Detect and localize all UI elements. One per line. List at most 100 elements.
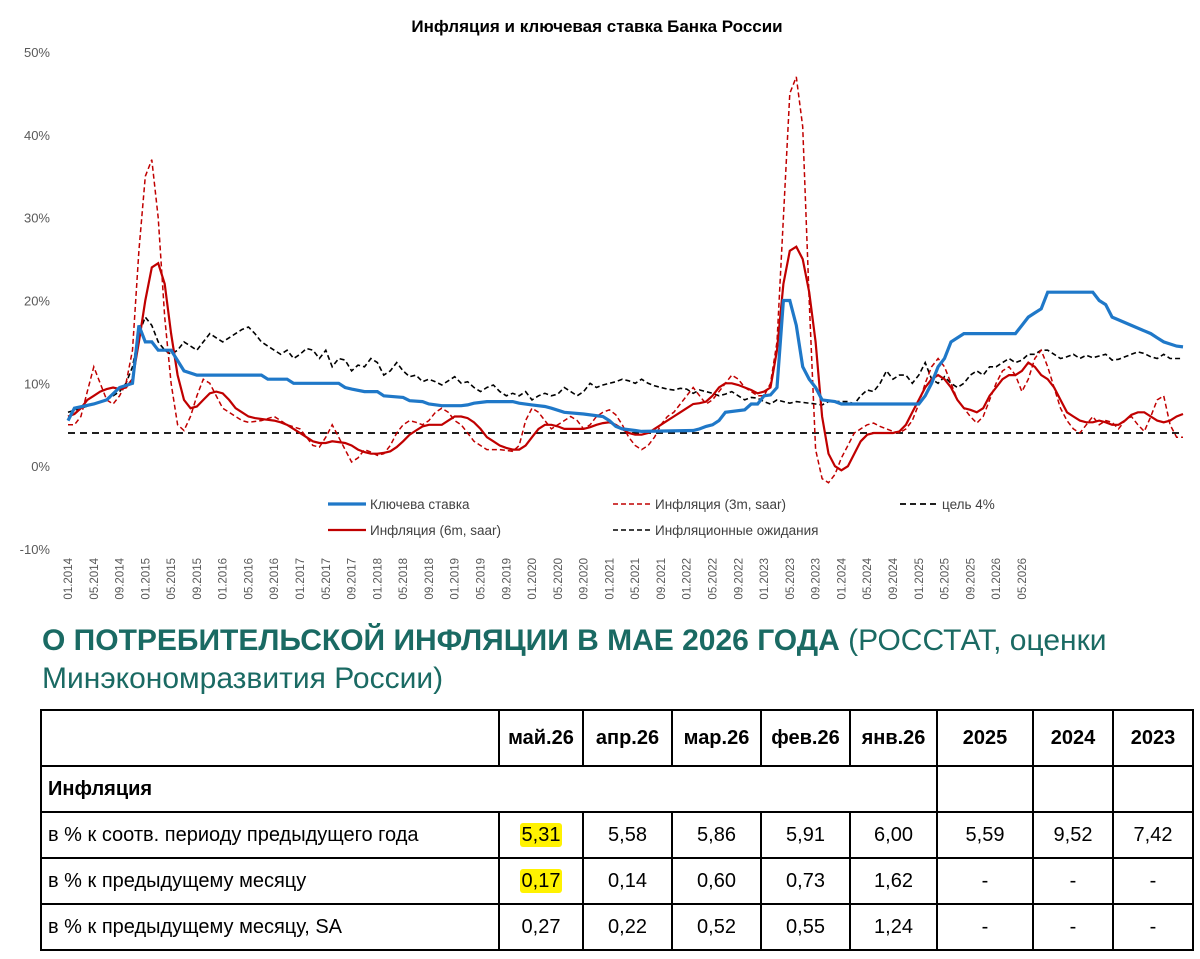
x-tick-label: 05.2023 — [785, 558, 797, 600]
inflation-chart: Инфляция и ключевая ставка Банка России … — [20, 17, 1184, 600]
table-row: в % к соотв. периоду предыдущего года 5,… — [40, 811, 1194, 859]
table-header-row: май.26 апр.26 мар.26 фев.26 янв.26 2025 … — [40, 709, 1194, 767]
table-cell: 1,62 — [849, 857, 938, 905]
table-cell: 5,86 — [671, 811, 762, 859]
y-tick-label: 50% — [24, 45, 50, 60]
col-header: 2023 — [1112, 709, 1194, 767]
table-cell: 1,24 — [849, 903, 938, 951]
row-label: в % к предыдущему месяцу — [40, 857, 500, 905]
x-tick-label: 05.2025 — [940, 558, 952, 600]
y-tick-label: 20% — [24, 294, 50, 309]
x-tick-label: 09.2016 — [269, 558, 281, 600]
legend-label: Инфляционные ожидания — [655, 523, 818, 538]
series-inflation-3m-line — [68, 76, 1183, 484]
legend: Ключева ставка Инфляция (3m, saar) цель 4%… — [328, 497, 995, 538]
x-tick-label: 09.2015 — [192, 558, 204, 600]
col-header: май.26 — [498, 709, 584, 767]
inflation-table: май.26 апр.26 мар.26 фев.26 янв.26 2025 … — [40, 709, 1194, 951]
table-cell — [936, 765, 1034, 813]
row-label: в % к соотв. периоду предыдущего года — [40, 811, 500, 859]
col-header: фев.26 — [760, 709, 851, 767]
x-tick-label: 01.2021 — [604, 558, 616, 600]
table-cell: 9,52 — [1032, 811, 1114, 859]
x-tick-label: 09.2024 — [888, 557, 900, 599]
table-cell: 0,60 — [671, 857, 762, 905]
highlighted-value: 0,17 — [519, 868, 563, 893]
table-cell: - — [1032, 857, 1114, 905]
x-tick-label: 05.2015 — [166, 558, 178, 600]
x-tick-label: 05.2019 — [475, 558, 487, 600]
x-tick-label: 05.2014 — [89, 557, 101, 599]
x-tick-label: 01.2026 — [991, 558, 1003, 600]
chart-title: Инфляция и ключевая ставка Банка России — [411, 17, 782, 36]
table-cell: 0,17 — [498, 857, 584, 905]
x-tick-label: 09.2019 — [501, 558, 513, 600]
table-cell: 5,59 — [936, 811, 1034, 859]
legend-label: Инфляция (6m, saar) — [370, 523, 501, 538]
x-tick-label: 01.2016 — [218, 558, 230, 600]
legend-label: Инфляция (3m, saar) — [655, 497, 786, 512]
y-tick-label: -10% — [20, 542, 51, 557]
table-cell: - — [936, 903, 1034, 951]
x-tick-label: 01.2024 — [836, 557, 848, 599]
table-section-row: Инфляция — [40, 765, 1194, 813]
table-cell: - — [1032, 903, 1114, 951]
table-cell: 0,55 — [760, 903, 851, 951]
y-axis: -10% 0% 10% 20% 30% 40% 50% — [20, 45, 51, 557]
x-tick-label: 05.2024 — [862, 557, 874, 599]
x-axis: 01.2014 05.2014 09.2014 01.2015 05.2015 09.20… — [63, 557, 1029, 599]
y-tick-label: 40% — [24, 128, 50, 143]
x-tick-label: 01.2025 — [914, 558, 926, 600]
x-tick-label: 01.2014 — [63, 557, 75, 599]
series-inflation-6m-line — [67, 245, 1184, 472]
col-header: 2025 — [936, 709, 1034, 767]
header-empty-cell — [40, 709, 500, 767]
table-cell: - — [1112, 857, 1194, 905]
x-tick-label: 05.2018 — [398, 558, 410, 600]
table-cell: 0,14 — [582, 857, 673, 905]
legend-label: цель 4% — [942, 497, 995, 512]
table-cell: 0,73 — [760, 857, 851, 905]
table-cell: 5,31 — [498, 811, 584, 859]
x-tick-label: 05.2016 — [243, 558, 255, 600]
x-tick-label: 05.2022 — [708, 558, 720, 600]
x-tick-label: 09.2022 — [733, 558, 745, 600]
x-tick-label: 09.2018 — [424, 558, 436, 600]
x-tick-label: 01.2015 — [140, 558, 152, 600]
series-key-rate-line — [66, 290, 1184, 434]
table-row: в % к предыдущему месяцу 0,17 0,14 0,60 … — [40, 857, 1194, 905]
table-cell: 5,91 — [760, 811, 851, 859]
table-cell: 7,42 — [1112, 811, 1194, 859]
x-tick-label: 05.2017 — [321, 558, 333, 600]
table-cell — [1112, 765, 1194, 813]
y-tick-label: 0% — [31, 459, 50, 474]
x-tick-label: 01.2019 — [450, 558, 462, 600]
table-cell: 0,22 — [582, 903, 673, 951]
x-tick-label: 09.2014 — [115, 557, 127, 599]
table-cell: 0,52 — [671, 903, 762, 951]
x-tick-label: 09.2025 — [965, 558, 977, 600]
x-tick-label: 09.2023 — [811, 558, 823, 600]
y-tick-label: 30% — [24, 211, 50, 226]
y-tick-label: 10% — [24, 376, 50, 391]
x-tick-label: 01.2022 — [682, 558, 694, 600]
x-tick-label: 09.2021 — [656, 558, 668, 600]
section-label: Инфляция — [40, 765, 938, 813]
row-label: в % к предыдущему месяцу, SA — [40, 903, 500, 951]
x-tick-label: 05.2020 — [553, 558, 565, 600]
heading-light: (РОССТАТ, оценки Минэкономразвития Росси… — [42, 624, 1107, 695]
x-tick-label: 01.2023 — [759, 558, 771, 600]
x-tick-label: 09.2020 — [579, 558, 591, 600]
x-tick-label: 05.2026 — [1017, 558, 1029, 600]
x-tick-label: 05.2021 — [630, 558, 642, 600]
table-cell: - — [1112, 903, 1194, 951]
x-tick-label: 01.2017 — [295, 558, 307, 600]
x-tick-label: 01.2020 — [527, 558, 539, 600]
table-cell: 5,58 — [582, 811, 673, 859]
col-header: апр.26 — [582, 709, 673, 767]
x-tick-label: 01.2018 — [372, 558, 384, 600]
table-cell: 0,27 — [498, 903, 584, 951]
x-tick-label: 09.2017 — [347, 558, 359, 600]
series-layer — [66, 76, 1184, 484]
highlighted-value: 5,31 — [519, 822, 563, 847]
